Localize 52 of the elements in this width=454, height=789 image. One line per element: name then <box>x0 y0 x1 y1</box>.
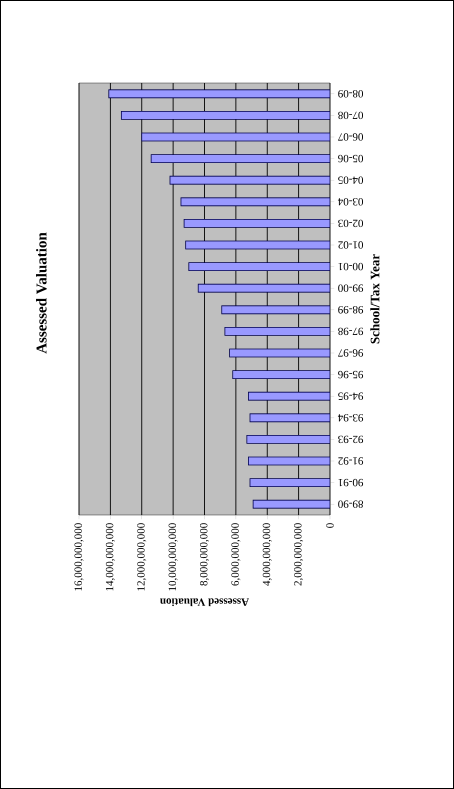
x-tick-label: 16,000,000,000 <box>74 523 84 591</box>
bar <box>198 284 330 293</box>
y-tick-label: 95-96 <box>338 370 364 378</box>
x-tick-label: 8,000,000,000 <box>200 523 209 586</box>
y-tick-label: 03-04 <box>338 198 364 206</box>
y-tick-label: 06-07 <box>338 133 364 141</box>
y-tick-label: 98-99 <box>338 306 364 314</box>
x-tick-label: 12,000,000,000 <box>137 523 146 591</box>
bar <box>224 327 330 336</box>
y-tick-label: 02-03 <box>338 220 364 228</box>
y-tick-label: 94-95 <box>338 392 364 400</box>
bar <box>108 89 330 98</box>
bar <box>221 305 330 314</box>
y-tick-label: 97-98 <box>338 328 364 336</box>
y-axis-title: School/Tax Year <box>370 254 380 344</box>
bar <box>250 413 330 422</box>
y-tick-label: 93-94 <box>338 414 364 422</box>
x-axis-title: Assessed Valuation <box>160 598 249 606</box>
y-tick-label: 00-01 <box>338 262 364 270</box>
y-tick-label: 90-91 <box>338 478 364 486</box>
y-tick-label: 05-06 <box>338 154 364 162</box>
y-tick-label: 99-00 <box>338 284 364 292</box>
bar <box>185 240 330 250</box>
x-tick-label: 4,000,000,000 <box>262 523 272 586</box>
y-tick-label: 89-90 <box>338 500 364 508</box>
x-tick-label: 10,000,000,000 <box>168 523 178 591</box>
bar <box>188 262 330 272</box>
bar <box>170 176 330 185</box>
x-tick-label: 14,000,000,000 <box>106 523 115 591</box>
y-tick-label: 92-93 <box>338 436 364 444</box>
y-tick-label: 07-08 <box>338 112 364 120</box>
bar <box>184 219 330 228</box>
x-tick-label: 2,000,000,000 <box>294 523 304 586</box>
y-tick-label: 04-05 <box>338 176 364 184</box>
bar <box>141 132 330 142</box>
bar <box>150 154 330 163</box>
y-tick-label: 08-09 <box>338 90 364 98</box>
text: Assessed Valuation <box>36 232 47 354</box>
bar <box>248 392 330 401</box>
bar <box>232 370 330 380</box>
bar <box>252 500 330 509</box>
bar <box>229 348 330 358</box>
bar <box>120 111 330 120</box>
bar <box>246 435 330 444</box>
bar <box>180 197 330 206</box>
bar <box>250 478 330 488</box>
y-tick-label: 96-97 <box>338 349 364 357</box>
y-tick-label: 91-92 <box>338 457 364 465</box>
x-tick-label: 6,000,000,000 <box>231 523 240 586</box>
y-tick-label: 01-02 <box>338 241 364 249</box>
bar <box>248 456 330 466</box>
x-tick-label: 0 <box>326 523 334 528</box>
